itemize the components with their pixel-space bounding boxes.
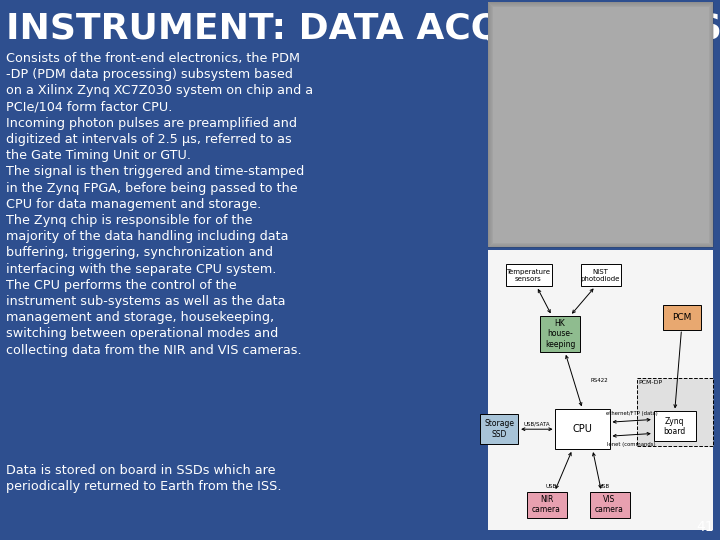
Text: Temperature
sensors: Temperature sensors xyxy=(506,269,551,282)
Text: PCM-DP: PCM-DP xyxy=(639,380,663,386)
Bar xyxy=(488,250,713,530)
Bar xyxy=(636,379,713,447)
Bar xyxy=(488,2,713,247)
Bar xyxy=(480,414,518,444)
Bar xyxy=(654,411,696,441)
Text: 41: 41 xyxy=(696,520,714,534)
Text: VIS
camera: VIS camera xyxy=(595,495,624,515)
Text: RS422: RS422 xyxy=(590,378,608,383)
Text: Consists of the front-end electronics, the PDM
-DP (PDM data processing) subsyst: Consists of the front-end electronics, t… xyxy=(6,52,313,356)
Bar xyxy=(505,264,552,286)
Bar xyxy=(580,264,621,286)
Bar xyxy=(540,316,580,352)
Text: USB/SATA: USB/SATA xyxy=(523,421,550,426)
Bar xyxy=(526,492,567,518)
Text: INSTRUMENT: DATA ACQUISITION SYSTEM: INSTRUMENT: DATA ACQUISITION SYSTEM xyxy=(6,12,720,46)
Bar xyxy=(555,409,610,449)
Text: USB: USB xyxy=(546,484,557,489)
Bar xyxy=(590,492,629,518)
Text: Data is stored on board in SSDs which are
periodically returned to Earth from th: Data is stored on board in SSDs which ar… xyxy=(6,464,282,493)
Text: PCM: PCM xyxy=(672,313,691,322)
Bar xyxy=(491,5,710,244)
Text: NIR
camera: NIR camera xyxy=(532,495,561,515)
Bar xyxy=(489,3,712,246)
Text: ethernet/FTP (data): ethernet/FTP (data) xyxy=(606,411,657,416)
Text: Zynq
board: Zynq board xyxy=(664,417,686,436)
Bar xyxy=(488,2,713,247)
Bar xyxy=(662,305,701,330)
Text: NIST
photodiode: NIST photodiode xyxy=(581,269,620,282)
Text: lenet (commands): lenet (commands) xyxy=(607,442,656,447)
Text: USB: USB xyxy=(599,484,610,489)
Bar xyxy=(490,4,711,245)
Text: HK
house-
keeping: HK house- keeping xyxy=(545,319,575,349)
Bar xyxy=(492,6,709,243)
Text: CPU: CPU xyxy=(572,424,593,434)
Text: Storage
SSD: Storage SSD xyxy=(485,420,514,439)
